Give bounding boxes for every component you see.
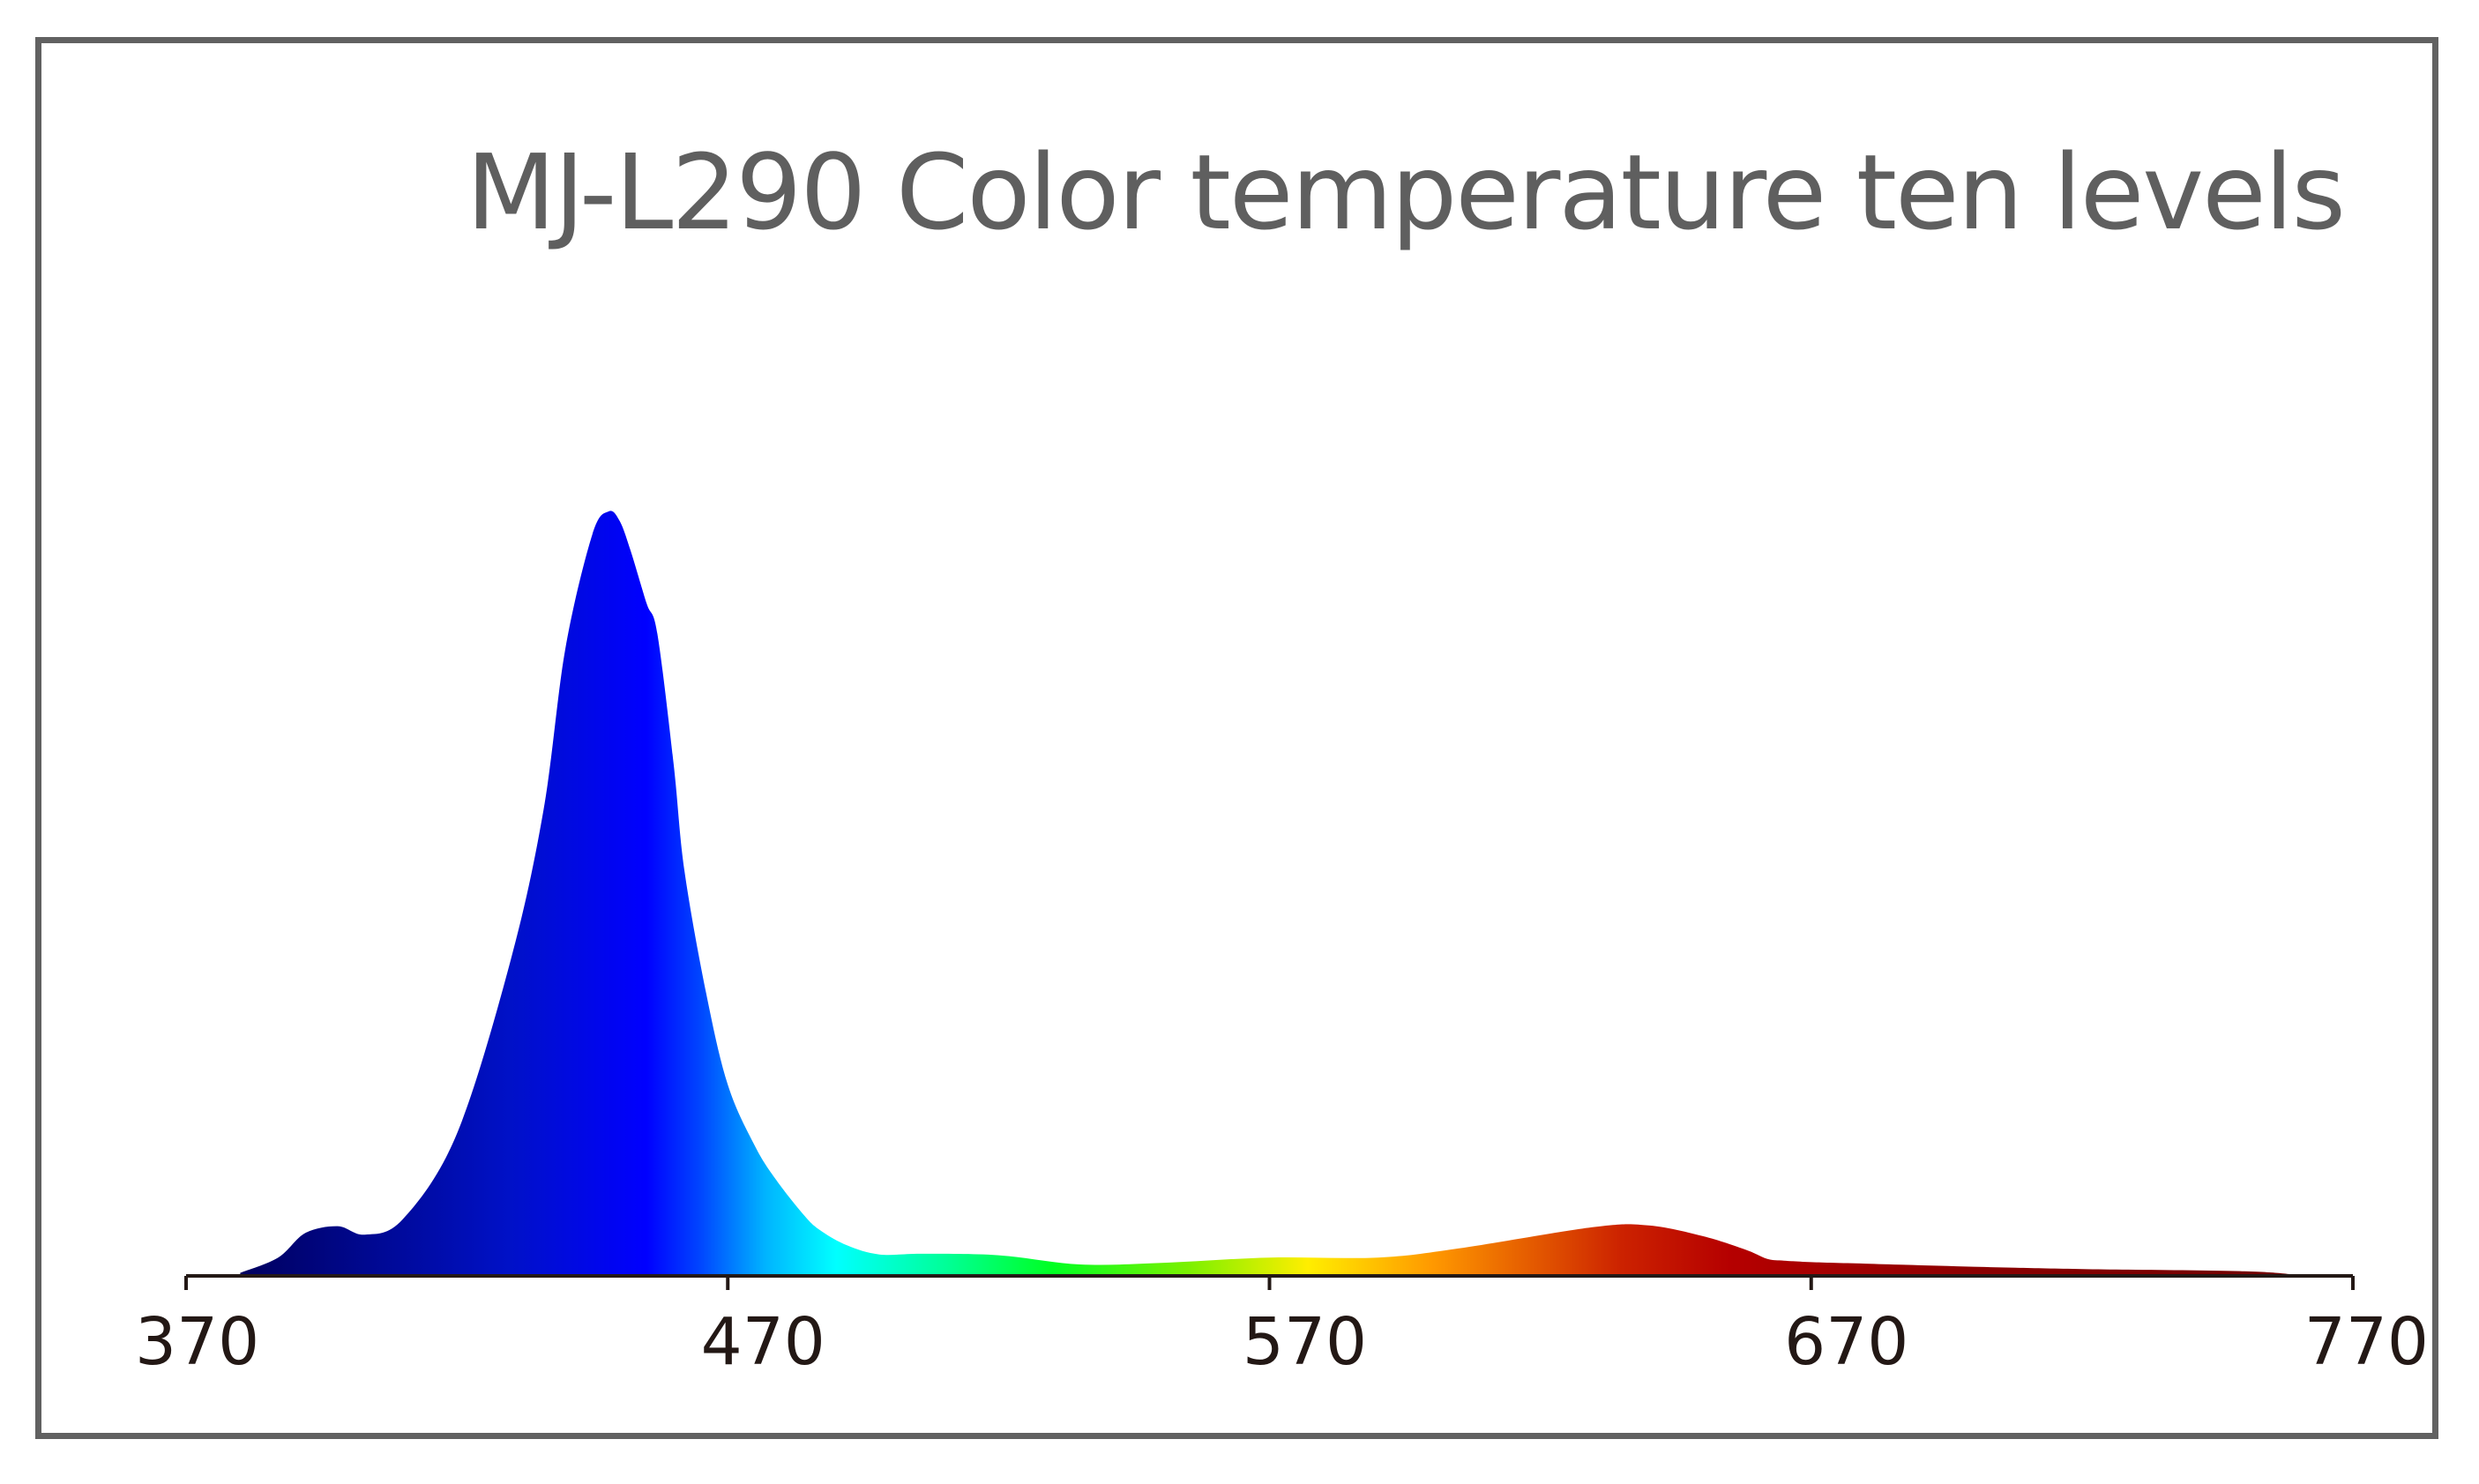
x-tick-label-770: 770 — [2304, 1304, 2429, 1380]
x-tick-label-470: 470 — [701, 1304, 825, 1380]
x-tick-label-670: 670 — [1784, 1304, 1908, 1380]
spectrum-area-series-0 — [240, 511, 2299, 1276]
x-tick-label-370: 370 — [135, 1304, 259, 1380]
chart-title: MJ-L290 Color temperature ten levels — [466, 131, 2346, 253]
x-tick-label-570: 570 — [1243, 1304, 1367, 1380]
